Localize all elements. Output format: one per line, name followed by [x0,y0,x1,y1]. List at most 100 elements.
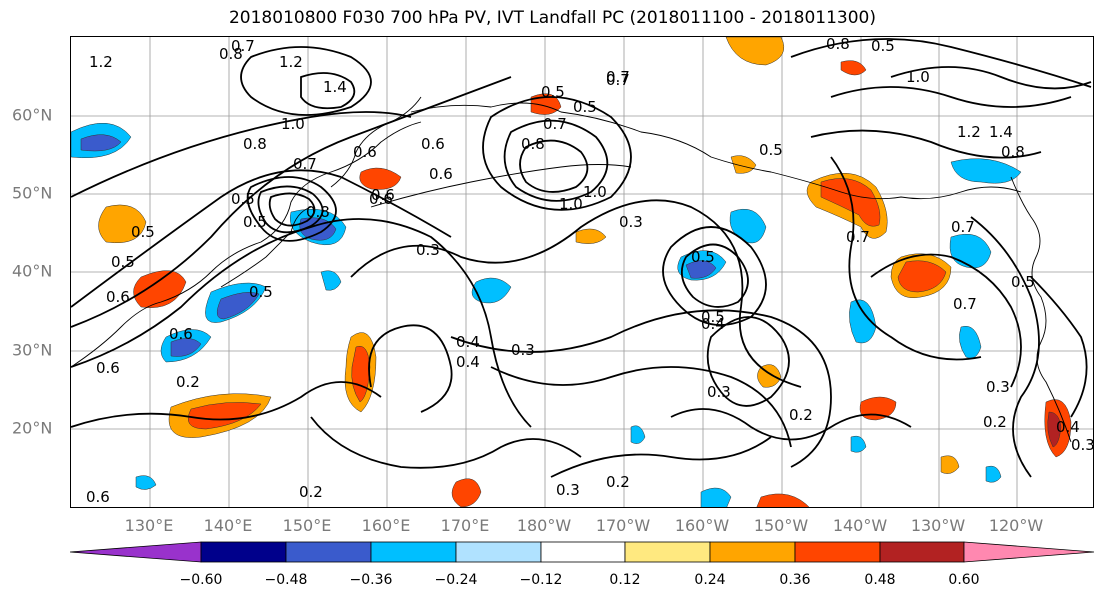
contour-label: 0.7 [231,37,255,55]
colorbar-tick: 0.60 [948,572,980,588]
contour-label: 0.8 [826,37,850,53]
contour-label: 0.6 [369,190,393,208]
asia-coast [71,121,422,368]
map-title: 2018010800 F030 700 hPa PV, IVT Landfall… [228,8,876,28]
colorbar-segments [70,541,1095,563]
contour-label: 0.6 [429,165,453,183]
colorbar-segment [370,541,457,563]
pv-contour [246,176,337,242]
pv-contour [71,169,452,308]
contour-label: 0.5 [1011,273,1035,291]
colorbar-tick: 0.36 [779,572,811,588]
contour-label: 0.4 [456,333,480,351]
colorbar-segment [963,541,1095,563]
colorbar-tick: 0.12 [609,572,641,588]
lon-label-160e: 160°E [361,516,411,535]
pv-contour [71,76,512,328]
contour-label: 0.5 [243,213,267,231]
lat-label-30n: 30°N [12,340,53,360]
negative-anomaly [959,325,982,359]
positive-anomaly [98,204,147,244]
negative-anomaly [729,208,767,244]
contour-label: 0.7 [606,68,630,86]
pv-contour [830,156,982,361]
lon-label-160w: 160°W [674,516,730,535]
map-plot-area[interactable]: 1.2 0.8 0.7 1.2 1.4 1.0 0.8 0.6 0.7 0.5 … [70,36,1094,508]
contour-label: 0.6 [106,288,130,306]
lon-label-170e: 170°E [440,516,490,535]
pv-contour [519,139,589,193]
contour-label: 0.5 [541,83,565,101]
pv-contour [680,243,749,308]
contour-label: 1.0 [281,115,305,133]
positive-anomaly [840,60,867,76]
pv-contour [368,324,453,413]
negative-anomaly [700,487,732,507]
lon-label-140w: 140°W [832,516,888,535]
negative-anomaly [849,299,877,344]
japan-coast [220,206,312,288]
lon-label-170w: 170°W [595,516,651,535]
pv-contour [71,111,412,198]
contour-label: 1.0 [559,195,583,213]
positive-anomaly [756,493,810,507]
contour-label: 0.2 [606,473,630,491]
contour-label: 0.7 [606,71,630,89]
lat-label-20n: 20°N [12,418,53,438]
negative-anomaly [135,475,157,490]
negative-anomaly [950,158,1022,184]
negative-anomaly [949,233,992,269]
ivt-shading [98,37,1072,507]
kamchatka-coast [330,96,422,188]
pv-contour [890,66,1092,90]
contour-label: 0.3 [986,378,1010,396]
contour-label: 0.8 [1001,143,1025,161]
contour-label: 0.3 [619,213,643,231]
pv-contour [300,72,356,110]
contour-label: 0.8 [306,203,330,221]
pv-contour [870,253,1022,388]
positive-anomaly [530,93,562,115]
contour-label: 0.7 [846,228,870,246]
lon-label-180w: 180°W [516,516,572,535]
colorbar-tick: −0.36 [349,572,393,588]
pv-contour [706,316,790,407]
ivt-shading-negative [71,122,1022,507]
positive-anomaly [359,167,402,190]
pv-contour [268,192,316,227]
gridlines [71,37,1093,507]
positive-anomaly [940,455,960,474]
contour-label: 1.2 [89,53,113,71]
contour-label: 0.8 [243,135,267,153]
contour-label: 1.0 [583,183,607,201]
lon-label-130e: 130°E [124,516,174,535]
lon-label-130w: 130°W [910,516,966,535]
colorbar-segment [624,541,711,563]
positive-anomaly [897,260,947,293]
negative-anomaly [630,425,646,444]
colorbar-tick: −0.48 [264,572,308,588]
colorbar-segment [879,541,965,563]
contour-label: 0.3 [707,383,731,401]
pv-contour [482,96,632,211]
lon-label-140e: 140°E [203,516,253,535]
negative-anomaly [320,270,342,291]
contour-label: 0.5 [691,248,715,266]
positive-anomaly [575,228,607,244]
contour-label: 1.2 [957,123,981,141]
colorbar-segment [709,541,796,563]
contour-label: 0.7 [293,155,317,173]
pv-contour [670,408,912,441]
contour-label: 0.5 [871,37,895,55]
colorbar-tick: −0.60 [179,572,223,588]
contour-label: 0.4 [456,353,480,371]
pv-contour [810,129,1042,159]
contour-label: 0.4 [1056,418,1080,436]
positive-anomaly [451,478,482,507]
positive-anomaly [133,270,187,308]
negative-anomaly [216,292,260,320]
negative-anomaly [471,277,512,304]
colorbar-segment [285,541,372,563]
lat-label-40n: 40°N [12,261,53,281]
contour-label: 0.5 [249,283,273,301]
